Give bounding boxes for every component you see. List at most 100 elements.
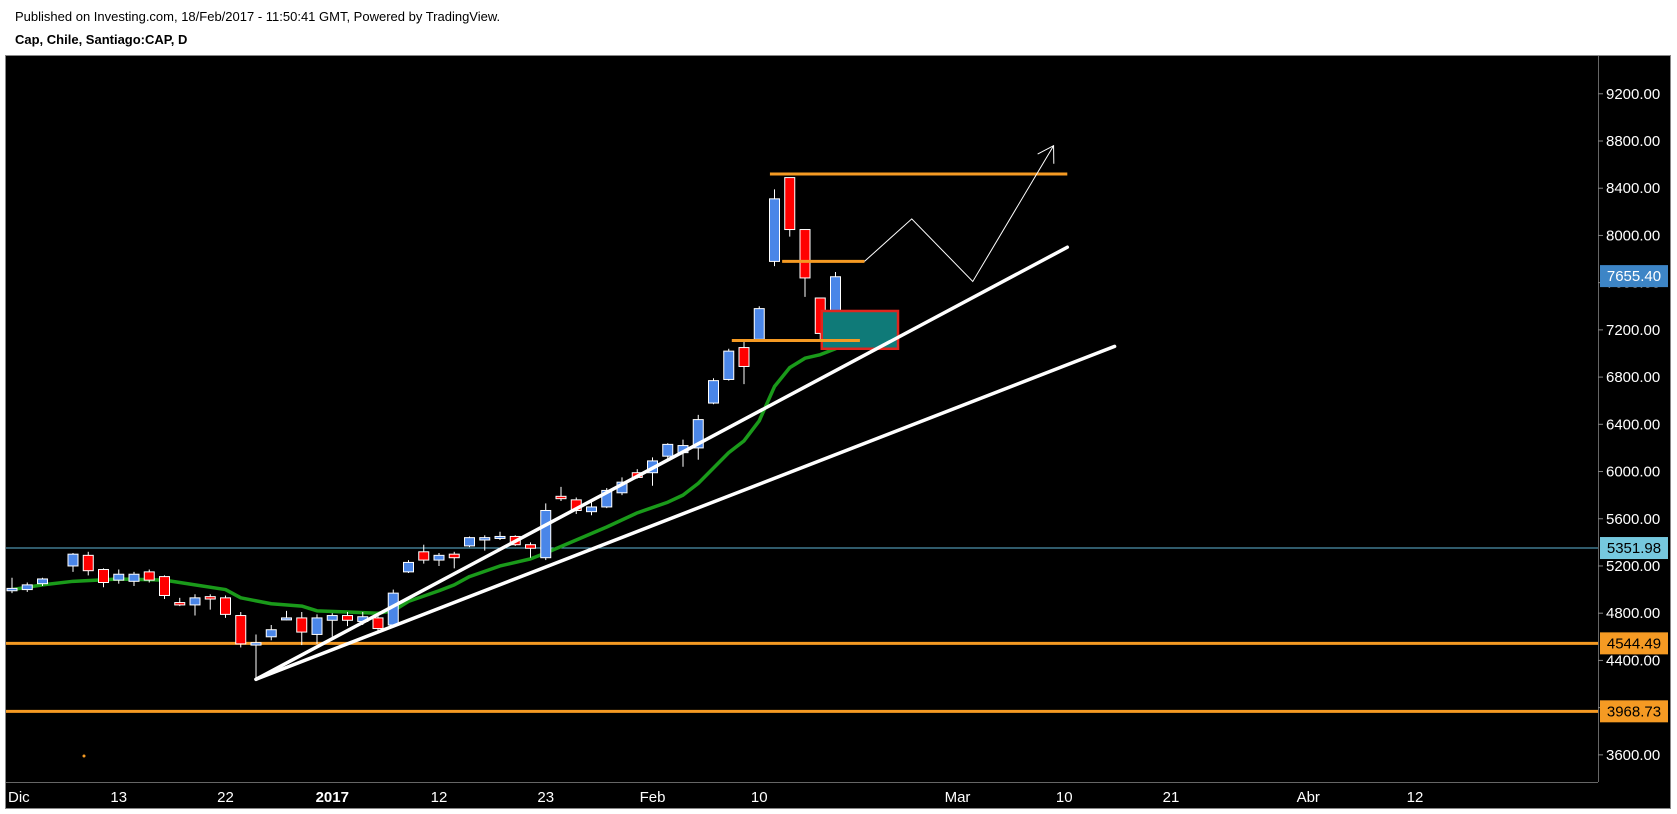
candle-up xyxy=(265,624,277,641)
candle-body xyxy=(464,537,475,547)
candle-body xyxy=(143,571,155,581)
candle-body xyxy=(784,177,796,231)
price-badge-label: 7655.40 xyxy=(1607,268,1661,285)
candle-body xyxy=(525,544,536,549)
candle-up xyxy=(67,552,79,572)
time-axis[interactable] xyxy=(6,782,1670,808)
y-tick-label: 6000.00 xyxy=(1606,464,1660,481)
candle-up xyxy=(326,613,338,637)
candle-down xyxy=(235,612,247,648)
candle-down xyxy=(220,595,231,618)
candle-body xyxy=(692,419,704,449)
candle-body xyxy=(6,587,18,592)
candle-body xyxy=(342,615,353,621)
candle-up xyxy=(37,577,48,587)
candle-down xyxy=(372,614,384,633)
candle-body xyxy=(235,615,247,645)
candle-body xyxy=(418,551,430,561)
candle-up xyxy=(540,503,552,561)
candle-body xyxy=(799,229,811,279)
candle-body xyxy=(769,198,780,262)
candle-body xyxy=(403,561,414,573)
candle-body xyxy=(662,443,674,457)
x-tick-label: Abr xyxy=(1297,789,1320,806)
candle-body xyxy=(494,535,506,539)
candle-up xyxy=(311,614,323,644)
time-axis-labels: Dic 13 22 2017 12 23 Feb 10 Mar 10 21 Abr 12 xyxy=(8,789,1423,806)
candle-up xyxy=(6,577,18,594)
y-tick-label: 5200.00 xyxy=(1606,558,1660,575)
candle-up xyxy=(753,306,765,341)
x-tick-label: 10 xyxy=(1056,789,1073,806)
x-tick-label: 12 xyxy=(431,789,448,806)
candle-down xyxy=(174,597,186,607)
candle-body xyxy=(21,584,33,591)
candle-up xyxy=(128,571,140,587)
candle-up xyxy=(189,594,201,616)
candle-body xyxy=(128,573,140,582)
candle-up xyxy=(21,582,33,592)
candle-up xyxy=(708,378,719,405)
candle-up xyxy=(433,552,445,566)
y-tick-label: 7200.00 xyxy=(1606,322,1660,339)
price-axis[interactable] xyxy=(1598,56,1670,782)
x-tick-label: 13 xyxy=(110,789,127,806)
y-tick-label: 6800.00 xyxy=(1606,369,1660,386)
candle-body xyxy=(281,617,292,621)
candle-body xyxy=(540,509,552,559)
candle-down xyxy=(98,568,109,588)
price-badge: 3968.73 xyxy=(1600,700,1668,723)
candle-up xyxy=(479,535,491,551)
candle-body xyxy=(311,617,323,635)
candle-body xyxy=(738,347,750,367)
x-tick-label: Mar xyxy=(945,789,971,806)
candle-body xyxy=(372,617,384,630)
price-badge-label: 4544.49 xyxy=(1607,635,1661,652)
candle-body xyxy=(555,495,567,500)
candle-down xyxy=(555,486,567,502)
plot-area[interactable] xyxy=(6,56,1598,782)
price-badges: 5351.98 4544.49 3968.73 7655.40 xyxy=(1600,265,1668,723)
candle-down xyxy=(525,542,536,558)
y-tick-label: 9200.00 xyxy=(1606,86,1660,103)
candle-body xyxy=(250,642,262,646)
moving-average xyxy=(11,338,852,615)
x-tick-label: 21 xyxy=(1163,789,1180,806)
y-tick-label: 5600.00 xyxy=(1606,511,1660,528)
horizontal-levels xyxy=(6,547,1598,713)
candle-up xyxy=(769,189,780,267)
x-tick-label: Dic xyxy=(8,789,30,806)
candle-up xyxy=(464,536,475,548)
candle-body xyxy=(433,554,445,561)
x-tick-label: 2017 xyxy=(316,789,349,806)
stray-dot xyxy=(82,754,86,758)
x-tick-label: Feb xyxy=(640,789,666,806)
candle-body xyxy=(204,596,216,600)
candle-up xyxy=(403,560,414,574)
candle-up xyxy=(113,569,125,584)
publish-info: Published on Investing.com, 18/Feb/2017 … xyxy=(15,9,501,24)
price-badge-bg xyxy=(1600,537,1668,560)
candle-down xyxy=(159,575,170,600)
candle-body xyxy=(708,380,719,404)
candle-up xyxy=(692,414,704,460)
price-badge-bg xyxy=(1600,632,1668,655)
ma-line xyxy=(11,338,852,615)
candle-body xyxy=(174,602,186,606)
symbol-title: Cap, Chile, Santiago:CAP, D xyxy=(15,32,188,47)
candle-down xyxy=(738,340,750,385)
y-tick-label: 8800.00 xyxy=(1606,133,1660,150)
candle-up xyxy=(250,634,262,679)
candle-up xyxy=(494,531,506,540)
y-tick-label: 8000.00 xyxy=(1606,227,1660,244)
candle-body xyxy=(479,537,491,541)
candle-body xyxy=(98,569,109,583)
candle-body xyxy=(220,597,231,615)
price-badge: 7655.40 xyxy=(1600,265,1668,288)
candle-up xyxy=(586,502,597,516)
candle-body xyxy=(189,597,201,606)
candle-body xyxy=(159,576,170,596)
candle-down xyxy=(448,551,460,569)
candle-down xyxy=(204,594,216,610)
